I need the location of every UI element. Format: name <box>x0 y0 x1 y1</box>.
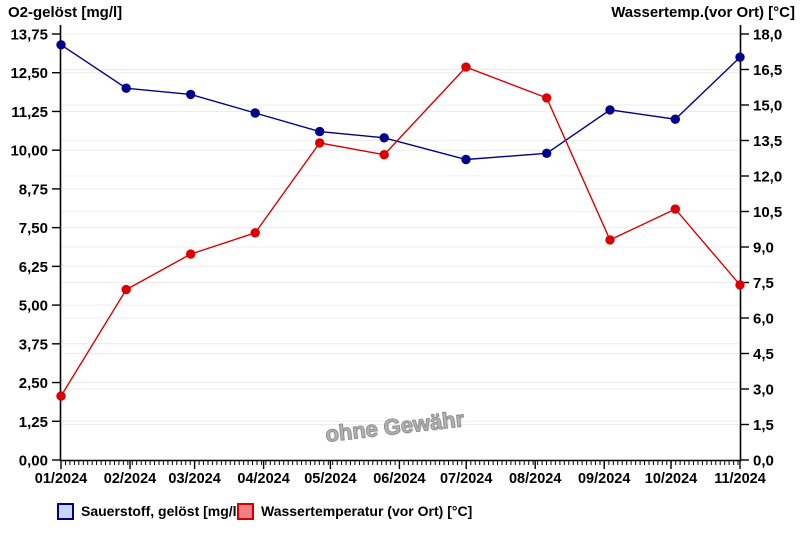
svg-text:8,75: 8,75 <box>19 181 48 198</box>
svg-text:04/2024: 04/2024 <box>237 471 289 487</box>
svg-text:13,5: 13,5 <box>753 133 782 150</box>
svg-text:5,00: 5,00 <box>19 298 48 315</box>
svg-text:08/2024: 08/2024 <box>509 471 561 487</box>
svg-text:02/2024: 02/2024 <box>104 471 156 487</box>
svg-text:2,50: 2,50 <box>19 375 48 392</box>
svg-text:01/2024: 01/2024 <box>35 471 87 487</box>
svg-text:0,0: 0,0 <box>753 453 774 470</box>
legend-swatch-oxygen-icon <box>57 502 74 520</box>
svg-text:11/2024: 11/2024 <box>714 471 766 487</box>
svg-text:09/2024: 09/2024 <box>578 471 630 487</box>
svg-text:0,00: 0,00 <box>19 453 48 470</box>
svg-text:6,25: 6,25 <box>19 259 48 276</box>
svg-text:05/2024: 05/2024 <box>304 471 356 487</box>
legend-label-watertemp: Wassertemperatur (vor Ort) [°C] <box>261 503 473 519</box>
svg-text:15,0: 15,0 <box>753 98 782 115</box>
svg-text:3,0: 3,0 <box>753 382 774 399</box>
svg-text:4,5: 4,5 <box>753 346 774 363</box>
svg-text:1,5: 1,5 <box>753 417 774 434</box>
left-axis-title: O2-gelöst [mg/l] <box>8 4 123 21</box>
svg-text:12,50: 12,50 <box>10 65 48 82</box>
svg-text:10,00: 10,00 <box>10 143 48 160</box>
svg-text:16,5: 16,5 <box>753 62 782 79</box>
legend-item-oxygen: Sauerstoff, gelöst [mg/l] <box>57 501 241 521</box>
svg-text:6,0: 6,0 <box>753 311 774 328</box>
legend-item-watertemp: Wassertemperatur (vor Ort) [°C] <box>237 501 472 521</box>
right-axis-title: Wassertemp.(vor Ort) [°C] <box>611 4 795 21</box>
svg-text:10,5: 10,5 <box>753 204 782 221</box>
svg-text:7,50: 7,50 <box>19 220 48 237</box>
svg-text:18,0: 18,0 <box>753 27 782 44</box>
svg-text:13,75: 13,75 <box>10 27 48 44</box>
svg-text:10/2024: 10/2024 <box>645 471 697 487</box>
svg-text:06/2024: 06/2024 <box>373 471 425 487</box>
legend-label-oxygen: Sauerstoff, gelöst [mg/l] <box>81 503 242 519</box>
chart-legend: Sauerstoff, gelöst [mg/l] Wassertemperat… <box>0 501 800 525</box>
svg-text:9,0: 9,0 <box>753 240 774 257</box>
svg-text:3,75: 3,75 <box>19 336 48 353</box>
svg-text:7,5: 7,5 <box>753 275 774 292</box>
legend-swatch-watertemp-icon <box>237 502 254 520</box>
svg-text:03/2024: 03/2024 <box>168 471 220 487</box>
svg-text:11,25: 11,25 <box>11 104 48 121</box>
svg-text:12,0: 12,0 <box>753 169 782 186</box>
svg-text:1,25: 1,25 <box>19 414 48 431</box>
svg-text:07/2024: 07/2024 <box>440 471 492 487</box>
